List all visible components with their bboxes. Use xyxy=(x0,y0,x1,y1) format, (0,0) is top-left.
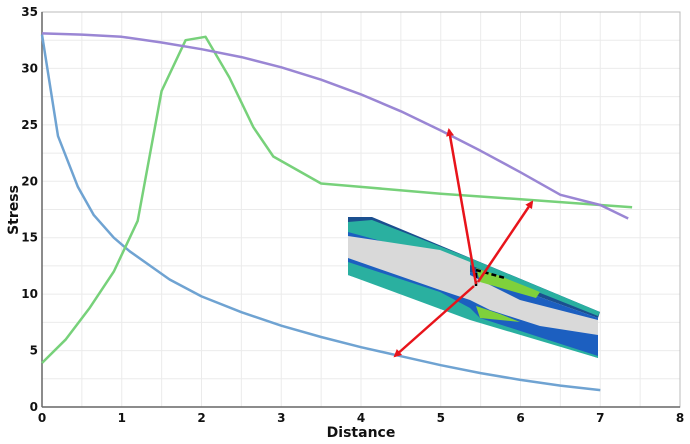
x-tick-label: 1 xyxy=(118,411,126,425)
tick-labels: 0 1 2 3 4 5 6 7 8 0 5 10 15 20 25 30 35 xyxy=(21,5,684,425)
y-tick-label: 30 xyxy=(21,61,38,75)
y-tick-label: 15 xyxy=(21,231,38,245)
x-tick-label: 5 xyxy=(437,411,445,425)
x-axis-label: Distance xyxy=(327,425,396,440)
y-axis-label: Stress xyxy=(6,185,22,235)
annotation-arrows xyxy=(393,128,534,358)
model-mesh-lower xyxy=(470,275,598,335)
model-lower-band xyxy=(348,262,598,358)
y-tick-label: 20 xyxy=(21,174,38,188)
x-tick-label: 0 xyxy=(38,411,46,425)
model-green-band-upper xyxy=(348,220,600,316)
model-mesh-upper xyxy=(348,236,470,300)
red-arrow xyxy=(476,200,534,283)
model-hotspot-lower xyxy=(476,306,520,322)
series-line-3 xyxy=(41,32,629,220)
series-line-2 xyxy=(41,35,633,364)
x-tick-label: 8 xyxy=(676,411,684,425)
x-tick-label: 6 xyxy=(516,411,524,425)
series-line-1 xyxy=(40,34,601,392)
y-tick-label: 25 xyxy=(21,118,38,132)
grid xyxy=(42,12,680,407)
y-tick-label: 0 xyxy=(30,400,38,414)
y-tick-label: 5 xyxy=(30,344,38,358)
plot-frame xyxy=(41,11,681,408)
series-lines xyxy=(40,32,633,392)
x-tick-label: 7 xyxy=(596,411,604,425)
y-tick-label: 10 xyxy=(21,287,38,301)
red-arrow xyxy=(393,285,475,358)
x-tick-label: 4 xyxy=(357,411,365,425)
y-tick-label: 35 xyxy=(21,5,38,19)
red-arrow xyxy=(446,128,478,285)
x-tick-label: 2 xyxy=(197,411,205,425)
x-tick-label: 3 xyxy=(277,411,285,425)
model-dashed-marker xyxy=(474,268,506,286)
